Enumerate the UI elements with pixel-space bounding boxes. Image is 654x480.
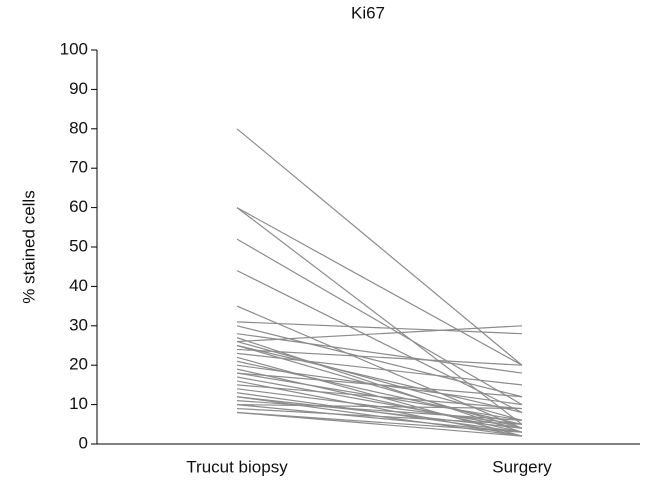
chart-title: Ki67 xyxy=(351,3,385,22)
subject-line xyxy=(236,372,523,398)
subject-line xyxy=(236,384,523,410)
subject-line xyxy=(236,238,523,406)
subject-line xyxy=(236,321,523,335)
y-axis-label: % stained cells xyxy=(19,190,38,303)
subject-line xyxy=(236,404,523,410)
subject-line xyxy=(236,325,523,343)
x-tick-label: Surgery xyxy=(492,457,552,476)
y-tick-label: 80 xyxy=(69,118,88,137)
y-tick-label: 90 xyxy=(69,79,88,98)
subject-line xyxy=(236,407,523,425)
y-tick-label: 30 xyxy=(69,315,88,334)
subject-line xyxy=(236,411,523,437)
subject-line xyxy=(236,411,523,433)
subject-line xyxy=(236,270,523,414)
subject-line xyxy=(236,207,523,366)
subject-line xyxy=(236,400,523,421)
subject-line xyxy=(236,396,523,429)
y-tick-label: 0 xyxy=(79,433,88,452)
subject-line xyxy=(236,404,523,433)
y-tick-label: 20 xyxy=(69,355,88,374)
subject-line xyxy=(236,376,523,429)
subject-line xyxy=(236,380,523,437)
y-tick-label: 100 xyxy=(60,39,88,58)
y-tick-label: 40 xyxy=(69,276,88,295)
subject-line xyxy=(236,344,523,414)
y-tick-label: 10 xyxy=(69,394,88,413)
subject-line xyxy=(236,325,523,398)
x-tick-label: Trucut biopsy xyxy=(186,457,288,476)
subject-line xyxy=(236,333,523,374)
subject-line xyxy=(236,352,523,386)
y-tick-label: 70 xyxy=(69,158,88,177)
y-tick-label: 60 xyxy=(69,197,88,216)
subject-line xyxy=(236,128,523,366)
subject-line xyxy=(236,348,523,366)
subject-line xyxy=(236,344,523,429)
y-tick-label: 50 xyxy=(69,236,88,255)
subject-line xyxy=(236,340,523,421)
